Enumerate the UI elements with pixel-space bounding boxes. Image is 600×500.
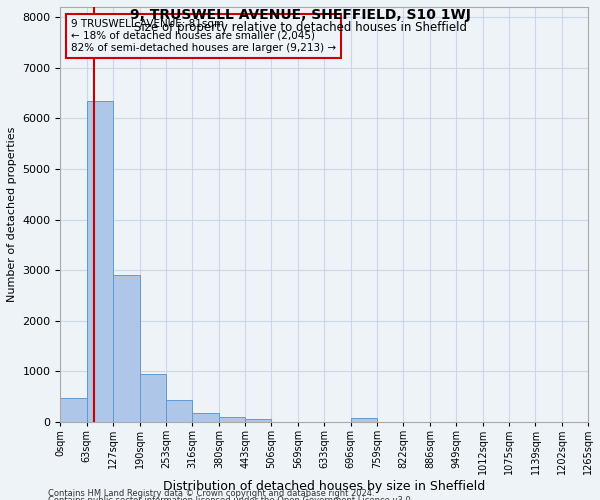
Text: 9 TRUSWELL AVENUE: 81sqm
← 18% of detached houses are smaller (2,045)
82% of sem: 9 TRUSWELL AVENUE: 81sqm ← 18% of detach…	[71, 20, 336, 52]
Text: Contains public sector information licensed under the Open Government Licence v3: Contains public sector information licen…	[48, 496, 413, 500]
Bar	[140, 374, 166, 422]
Bar	[219, 418, 245, 422]
Text: Contains HM Land Registry data © Crown copyright and database right 2024.: Contains HM Land Registry data © Crown c…	[48, 488, 374, 498]
Bar	[166, 400, 192, 422]
Bar	[61, 398, 86, 422]
Y-axis label: Number of detached properties: Number of detached properties	[7, 127, 17, 302]
Bar	[245, 420, 271, 422]
Bar	[350, 418, 377, 422]
Bar	[192, 414, 219, 422]
Text: Size of property relative to detached houses in Sheffield: Size of property relative to detached ho…	[133, 21, 467, 34]
Text: 9, TRUSWELL AVENUE, SHEFFIELD, S10 1WJ: 9, TRUSWELL AVENUE, SHEFFIELD, S10 1WJ	[130, 8, 470, 22]
X-axis label: Distribution of detached houses by size in Sheffield: Distribution of detached houses by size …	[163, 480, 485, 493]
Bar	[113, 275, 140, 422]
Bar	[86, 100, 113, 422]
